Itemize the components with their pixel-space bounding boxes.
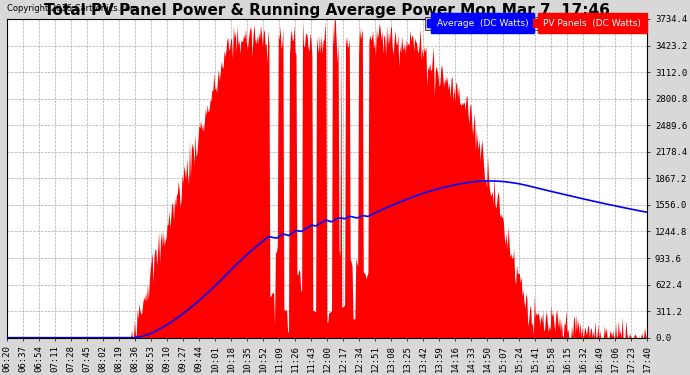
Text: Copyright 2016 Cartronics.com: Copyright 2016 Cartronics.com: [8, 4, 139, 13]
Title: Total PV Panel Power & Running Average Power Mon Mar 7  17:46: Total PV Panel Power & Running Average P…: [44, 3, 610, 18]
Legend: Average  (DC Watts), PV Panels  (DC Watts): Average (DC Watts), PV Panels (DC Watts): [425, 17, 643, 30]
